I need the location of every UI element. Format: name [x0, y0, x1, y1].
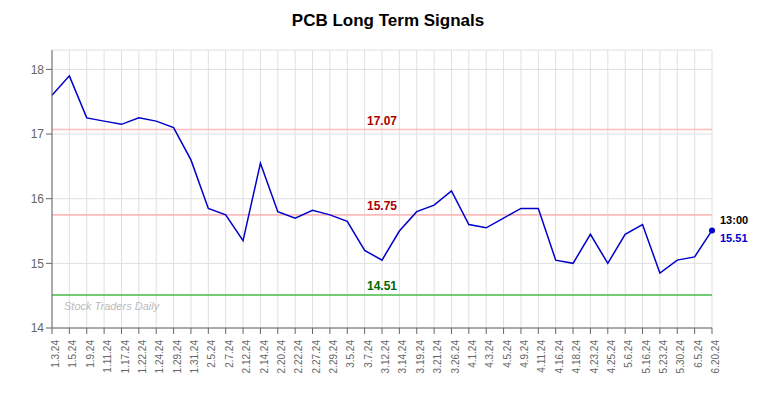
svg-text:3.7.24: 3.7.24: [363, 340, 374, 368]
html-text:Stock Traders Daily: Stock Traders Daily: [64, 300, 160, 312]
svg-text:5.16.24: 5.16.24: [641, 340, 652, 374]
svg-text:1.29.24: 1.29.24: [172, 340, 183, 374]
svg-text:4.16.24: 4.16.24: [554, 340, 565, 374]
svg-text:5.23.24: 5.23.24: [658, 340, 669, 374]
svg-text:1.24.24: 1.24.24: [154, 340, 165, 374]
html-text:PCB Long Term Signals: PCB Long Term Signals: [291, 11, 485, 30]
svg-text:15.75: 15.75: [367, 199, 397, 213]
svg-text:4.3.24: 4.3.24: [484, 340, 495, 368]
svg-text:14.51: 14.51: [367, 279, 397, 293]
svg-text:3.26.24: 3.26.24: [450, 340, 461, 374]
svg-text:3.14.24: 3.14.24: [397, 340, 408, 374]
svg-text:3.12.24: 3.12.24: [380, 340, 391, 374]
svg-text:2.20.24: 2.20.24: [276, 340, 287, 374]
svg-text:2.12.24: 2.12.24: [241, 340, 252, 374]
svg-text:15: 15: [31, 257, 45, 271]
svg-text:6.20.24: 6.20.24: [710, 340, 721, 374]
svg-text:3.5.24: 3.5.24: [345, 340, 356, 368]
svg-text:13:00: 13:00: [720, 214, 748, 226]
svg-text:4.5.24: 4.5.24: [502, 340, 513, 368]
svg-text:4.18.24: 4.18.24: [571, 340, 582, 374]
svg-text:17: 17: [31, 127, 45, 141]
svg-text:4.1.24: 4.1.24: [467, 340, 478, 368]
svg-text:6.5.24: 6.5.24: [693, 340, 704, 368]
svg-text:1.9.24: 1.9.24: [85, 340, 96, 368]
svg-text:4.23.24: 4.23.24: [589, 340, 600, 374]
svg-text:3.19.24: 3.19.24: [415, 340, 426, 374]
svg-text:18: 18: [31, 63, 45, 77]
svg-text:14: 14: [31, 321, 45, 335]
svg-text:3.21.24: 3.21.24: [432, 340, 443, 374]
svg-text:5.6.24: 5.6.24: [623, 340, 634, 368]
svg-text:16: 16: [31, 192, 45, 206]
svg-text:5.30.24: 5.30.24: [675, 340, 686, 374]
svg-text:2.14.24: 2.14.24: [259, 340, 270, 374]
svg-text:2.7.24: 2.7.24: [224, 340, 235, 368]
svg-text:2.5.24: 2.5.24: [206, 340, 217, 368]
svg-text:1.31.24: 1.31.24: [189, 340, 200, 374]
svg-text:2.22.24: 2.22.24: [293, 340, 304, 374]
svg-text:4.9.24: 4.9.24: [519, 340, 530, 368]
svg-text:15.51: 15.51: [720, 232, 748, 244]
svg-text:1.22.24: 1.22.24: [137, 340, 148, 374]
svg-text:4.11.24: 4.11.24: [536, 340, 547, 373]
svg-text:1.17.24: 1.17.24: [120, 340, 131, 374]
svg-text:1.3.24: 1.3.24: [50, 340, 61, 368]
svg-text:4.25.24: 4.25.24: [606, 340, 617, 374]
svg-text:2.29.24: 2.29.24: [328, 340, 339, 374]
svg-text:2.27.24: 2.27.24: [311, 340, 322, 374]
svg-text:17.07: 17.07: [367, 114, 397, 128]
svg-text:1.5.24: 1.5.24: [67, 340, 78, 368]
svg-text:1.11.24: 1.11.24: [102, 340, 113, 373]
